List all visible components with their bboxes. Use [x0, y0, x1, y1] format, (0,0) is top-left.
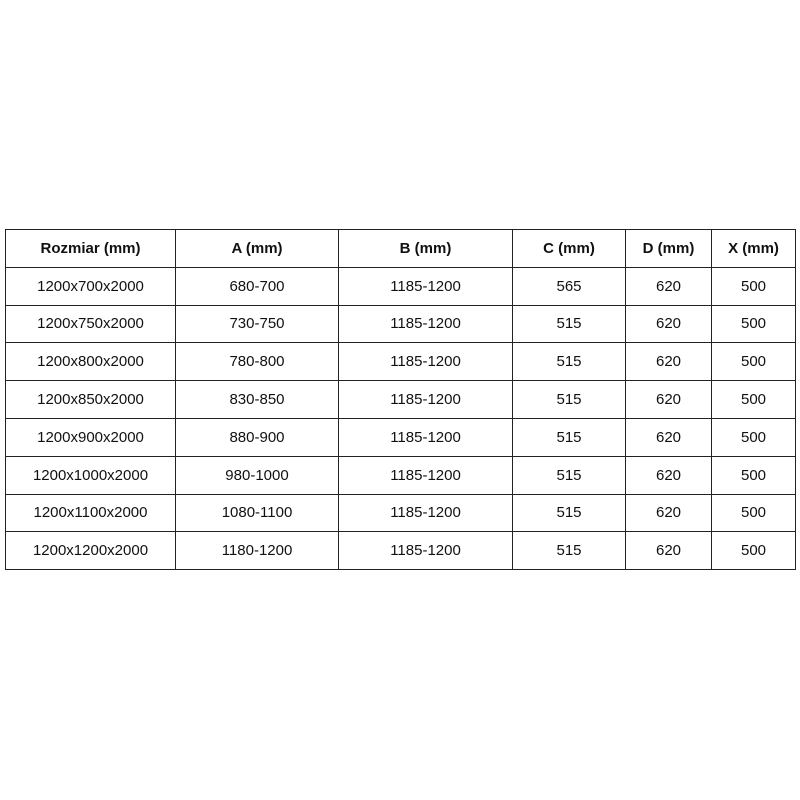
table-cell: 620 — [625, 531, 712, 571]
table-row: 1200x1000x2000 980-1000 1185-1200 515 620 500 — [5, 455, 796, 495]
table-cell: 500 — [711, 266, 796, 306]
table-cell: 1200x1100x2000 — [5, 493, 176, 533]
header-row: Rozmiar (mm) A (mm) B (mm) C (mm) D (mm) X (m… — [5, 229, 796, 268]
column-header: D (mm) — [625, 229, 712, 268]
table-cell: 1185-1200 — [338, 417, 513, 457]
table-cell: 1200x700x2000 — [5, 266, 176, 306]
table-cell: 620 — [625, 493, 712, 533]
table-cell: 620 — [625, 455, 712, 495]
table-cell: 565 — [512, 266, 626, 306]
table-cell: 880-900 — [175, 417, 339, 457]
table-cell: 500 — [711, 380, 796, 419]
table-cell: 1200x1000x2000 — [5, 455, 176, 495]
table-cell: 1185-1200 — [338, 342, 513, 382]
table-cell: 500 — [711, 417, 796, 457]
table-cell: 515 — [512, 304, 626, 344]
table-cell: 980-1000 — [175, 455, 339, 495]
table-cell: 500 — [711, 304, 796, 344]
table-cell: 515 — [512, 455, 626, 495]
column-header: Rozmiar (mm) — [5, 229, 176, 268]
table-row: 1200x900x2000 880-900 1185-1200 515 620 500 — [5, 417, 796, 457]
table-cell: 515 — [512, 493, 626, 533]
table-cell: 1200x900x2000 — [5, 417, 176, 457]
table-cell: 1185-1200 — [338, 266, 513, 306]
column-header: X (mm) — [711, 229, 796, 268]
table-cell: 515 — [512, 342, 626, 382]
table-cell: 620 — [625, 304, 712, 344]
table-row: 1200x750x2000 730-750 1185-1200 515 620 500 — [5, 304, 796, 344]
table-row: 1200x700x2000 680-700 1185-1200 565 620 500 — [5, 266, 796, 306]
column-header: A (mm) — [175, 229, 339, 268]
table-cell: 515 — [512, 380, 626, 419]
table-cell: 515 — [512, 531, 626, 571]
table-cell: 500 — [711, 531, 796, 571]
table-cell: 1185-1200 — [338, 531, 513, 571]
dimensions-table: Rozmiar (mm) A (mm) B (mm) C (mm) D (mm) X (m… — [5, 229, 796, 571]
table-cell: 1080-1100 — [175, 493, 339, 533]
table-row: 1200x850x2000 830-850 1185-1200 515 620 500 — [5, 380, 796, 419]
table-cell: 1200x750x2000 — [5, 304, 176, 344]
table-cell: 680-700 — [175, 266, 339, 306]
table-cell: 1180-1200 — [175, 531, 339, 571]
table-cell: 515 — [512, 417, 626, 457]
column-header: C (mm) — [512, 229, 626, 268]
table-cell: 1200x850x2000 — [5, 380, 176, 419]
table-cell: 620 — [625, 380, 712, 419]
table-cell: 620 — [625, 266, 712, 306]
table-cell: 730-750 — [175, 304, 339, 344]
table-cell: 620 — [625, 342, 712, 382]
table-cell: 830-850 — [175, 380, 339, 419]
table-row: 1200x1100x2000 1080-1100 1185-1200 515 620 50… — [5, 493, 796, 533]
table-cell: 1185-1200 — [338, 304, 513, 344]
table-cell: 1185-1200 — [338, 380, 513, 419]
table-cell: 1185-1200 — [338, 493, 513, 533]
table-cell: 500 — [711, 493, 796, 533]
table-row: 1200x1200x2000 1180-1200 1185-1200 515 620 50… — [5, 531, 796, 571]
table-cell: 1185-1200 — [338, 455, 513, 495]
table-row: 1200x800x2000 780-800 1185-1200 515 620 500 — [5, 342, 796, 382]
table-cell: 500 — [711, 455, 796, 495]
column-header: B (mm) — [338, 229, 513, 268]
table-cell: 780-800 — [175, 342, 339, 382]
table-cell: 620 — [625, 417, 712, 457]
table-cell: 500 — [711, 342, 796, 382]
table-cell: 1200x1200x2000 — [5, 531, 176, 571]
table-cell: 1200x800x2000 — [5, 342, 176, 382]
